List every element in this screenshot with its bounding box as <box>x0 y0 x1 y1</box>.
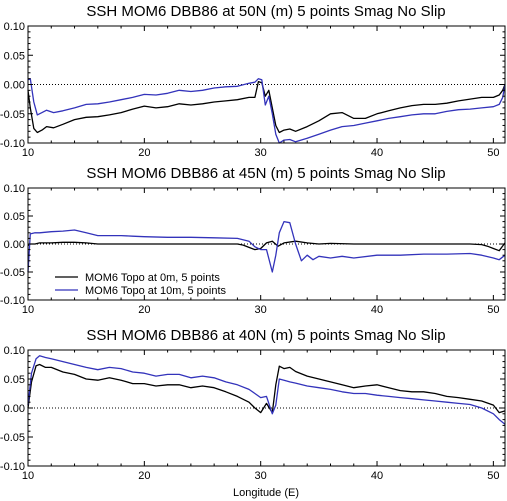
x-axis-label: Longitude (E) <box>233 487 299 499</box>
legend: MOM6 Topo at 0m, 5 points MOM6 Topo at 1… <box>55 272 227 297</box>
y-tick-label: 0.10 <box>4 21 25 33</box>
panel-40n-title: SSH MOM6 DBB86 at 40N (m) 5 points Smag … <box>86 327 445 344</box>
series-line-10m <box>27 220 506 273</box>
x-tick-label: 40 <box>371 470 383 482</box>
y-tick-label: -0.10 <box>0 138 25 150</box>
series-line-0m <box>27 363 506 414</box>
panel-45n: SSH MOM6 DBB86 at 45N (m) 5 points Smag … <box>0 165 506 316</box>
panel-50n: SSH MOM6 DBB86 at 50N (m) 5 points Smag … <box>0 3 506 159</box>
x-tick-label: 10 <box>22 304 34 316</box>
y-tick-label: 0.05 <box>4 374 25 386</box>
panel-50n-title: SSH MOM6 DBB86 at 50N (m) 5 points Smag … <box>86 3 445 20</box>
y-tick-label: 0.05 <box>4 211 25 223</box>
x-tick-label: 20 <box>138 147 150 159</box>
y-tick-label: -0.10 <box>0 295 25 307</box>
y-tick-label: 0.10 <box>4 183 25 195</box>
x-tick-label: 20 <box>138 470 150 482</box>
x-tick-label: 40 <box>371 304 383 316</box>
y-tick-label: 0.10 <box>4 345 25 357</box>
x-tick-label: 10 <box>22 470 34 482</box>
y-tick-label: -0.05 <box>0 109 25 121</box>
panel-40n: SSH MOM6 DBB86 at 40N (m) 5 points Smag … <box>0 327 506 482</box>
x-tick-label: 10 <box>22 147 34 159</box>
y-tick-label: 0.00 <box>4 80 25 92</box>
x-tick-label: 20 <box>138 304 150 316</box>
x-tick-label: 30 <box>255 470 267 482</box>
series-line-0m <box>27 80 506 134</box>
panel-45n-title: SSH MOM6 DBB86 at 45N (m) 5 points Smag … <box>86 165 445 182</box>
y-tick-label: -0.05 <box>0 267 25 279</box>
y-tick-label: 0.05 <box>4 50 25 62</box>
x-tick-label: 50 <box>487 147 499 159</box>
y-tick-label: 0.00 <box>4 403 25 415</box>
y-tick-label: 0.00 <box>4 239 25 251</box>
x-tick-label: 40 <box>371 147 383 159</box>
x-tick-label: 50 <box>487 304 499 316</box>
x-tick-label: 30 <box>255 147 267 159</box>
y-tick-label: -0.05 <box>0 432 25 444</box>
series-line-0m <box>27 240 506 252</box>
legend-label-10m: MOM6 Topo at 10m, 5 points <box>85 285 227 297</box>
legend-label-0m: MOM6 Topo at 0m, 5 points <box>85 272 220 284</box>
series-line-10m <box>27 78 506 144</box>
y-tick-label: -0.10 <box>0 461 25 473</box>
x-tick-label: 50 <box>487 470 499 482</box>
series-line-10m <box>27 355 506 425</box>
x-tick-label: 30 <box>255 304 267 316</box>
